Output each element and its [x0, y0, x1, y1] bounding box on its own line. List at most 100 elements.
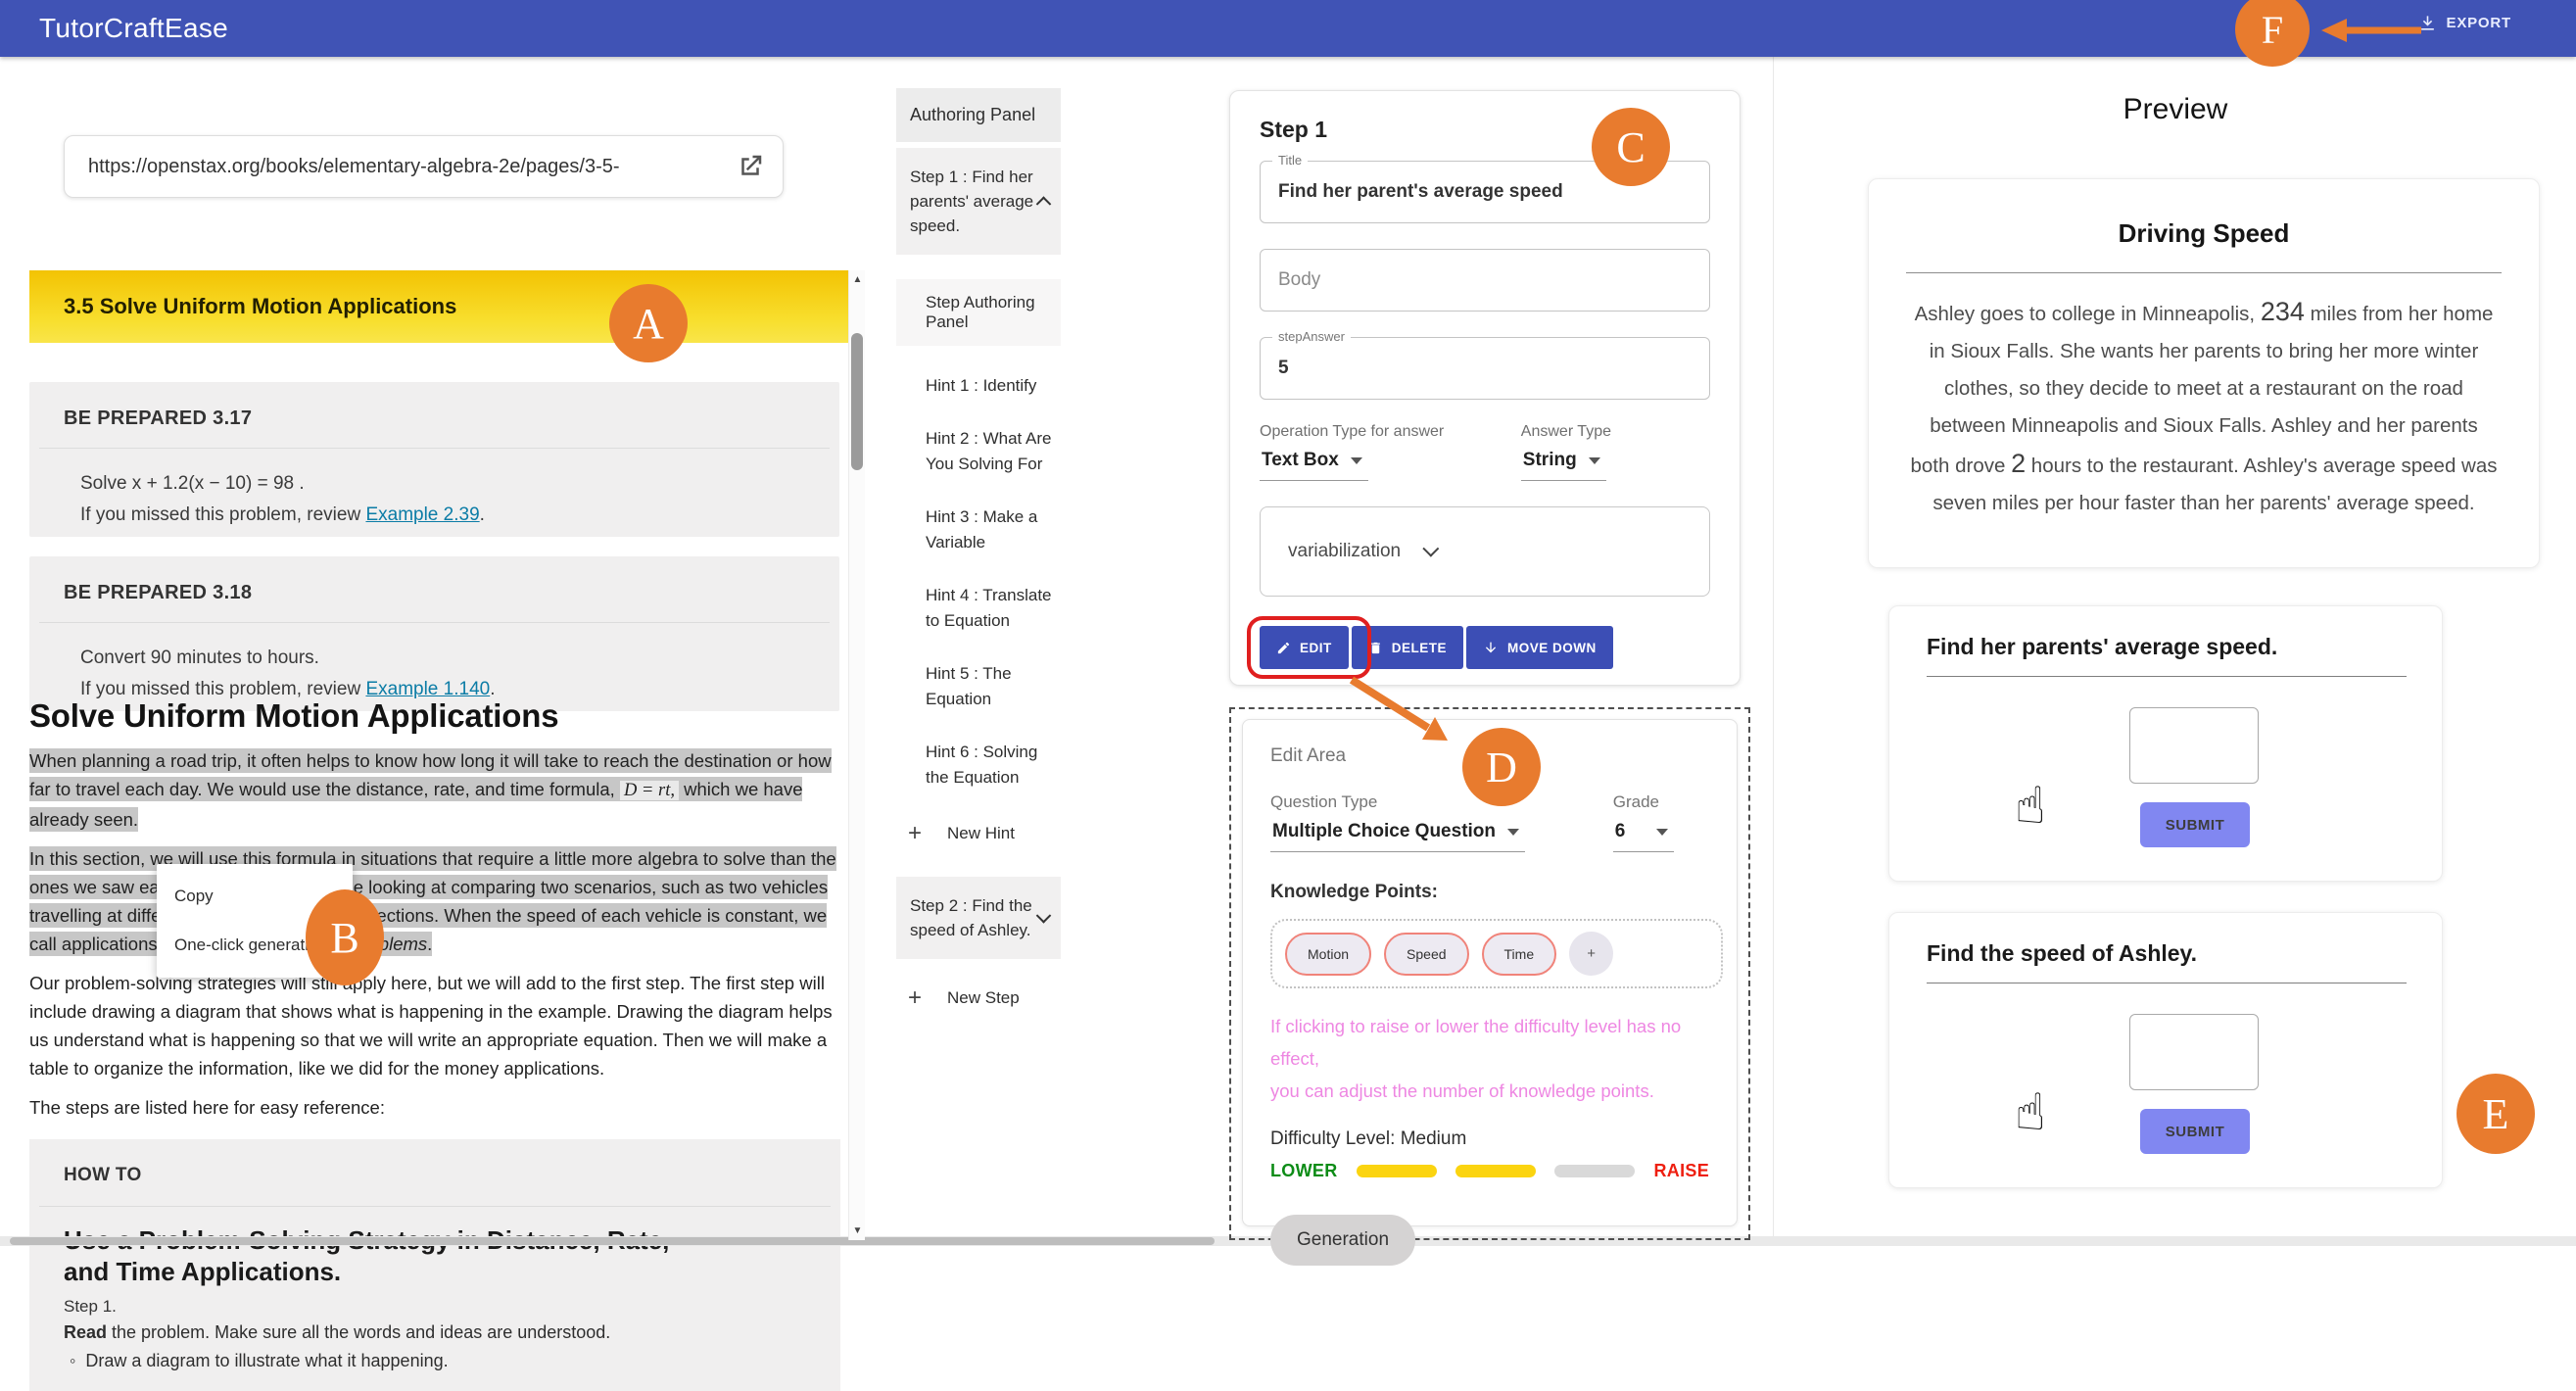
context-menu-one-click-generation[interactable]: One-click generation	[174, 935, 327, 954]
how-to-label: HOW TO	[64, 1165, 142, 1185]
operation-type-select[interactable]: Text Box	[1260, 450, 1368, 481]
preview-question-card-1: Find her parents' average speed. ☝ SUBMI…	[1888, 605, 2443, 882]
chevron-down-icon	[1422, 540, 1440, 557]
delete-button[interactable]: DELETE	[1351, 626, 1464, 669]
question-type-select[interactable]: Multiple Choice Question	[1270, 821, 1526, 852]
submit-button[interactable]: SUBMIT	[2140, 802, 2250, 847]
question-type-label: Question Type	[1270, 792, 1378, 811]
submit-button[interactable]: SUBMIT	[2140, 1109, 2250, 1154]
be-prepared-review-line: If you missed this problem, review Examp…	[80, 504, 485, 525]
difficulty-bar-3[interactable]	[1554, 1165, 1636, 1177]
preview-title: Preview	[2123, 93, 2228, 125]
app-header: TutorCraftEase EXPORT	[0, 0, 2576, 57]
answer-input[interactable]	[2129, 707, 2259, 784]
authoring-step-2[interactable]: Step 2 : Find the speed of Ashley.	[896, 877, 1061, 959]
answer-type-select[interactable]: String	[1520, 450, 1606, 481]
source-url: https://openstax.org/books/elementary-al…	[88, 155, 620, 177]
arrow-down-icon	[1483, 640, 1499, 655]
step-answer-label: stepAnswer	[1272, 329, 1351, 344]
difficulty-note: If clicking to raise or lower the diffic…	[1270, 1016, 1682, 1101]
new-step-button[interactable]: + New Step	[908, 984, 1020, 1011]
body-field[interactable]: Body	[1260, 249, 1710, 312]
export-button[interactable]: EXPORT	[2418, 14, 2511, 32]
hours-number: 2	[2011, 449, 2027, 478]
move-down-button[interactable]: MOVE DOWN	[1466, 626, 1613, 669]
grade-label: Grade	[1612, 792, 1659, 811]
divider	[1927, 676, 2407, 677]
miles-number: 234	[2260, 297, 2305, 326]
problem-text: Ashley goes to college in Minneapolis, 2…	[1910, 297, 2498, 514]
title-field[interactable]: Title Find her parent's average speed	[1260, 153, 1710, 223]
section-title: 3.5 Solve Uniform Motion Applications	[64, 294, 457, 318]
horizontal-scrollbar-thumb[interactable]	[10, 1237, 1215, 1245]
divider	[39, 622, 830, 623]
answer-input[interactable]	[2129, 1014, 2259, 1090]
scrollbar-thumb[interactable]	[851, 333, 863, 470]
answer-type-label: Answer Type	[1520, 423, 1611, 440]
step-editor-title: Step 1	[1260, 117, 1328, 142]
be-prepared-title: BE PREPARED 3.18	[64, 582, 253, 603]
hint-item-4[interactable]: Hint 4 : Translate to Equation	[926, 586, 1052, 630]
title-field-label: Title	[1272, 153, 1309, 168]
hint-item-6[interactable]: Hint 6 : Solving the Equation	[926, 743, 1038, 787]
title-field-value: Find her parent's average speed	[1278, 181, 1563, 202]
annotation-arrow-d	[1349, 676, 1448, 741]
example-link[interactable]: Example 1.140	[365, 679, 491, 699]
generation-button[interactable]: Generation	[1270, 1215, 1416, 1266]
book-paragraph-3: Our problem-solving strategies will stil…	[29, 973, 833, 1079]
book-paragraph-4: The steps are listed here for easy refer…	[29, 1097, 385, 1118]
step-authoring-panel-item[interactable]: Step Authoring Panel	[896, 279, 1061, 346]
hint-item-1[interactable]: Hint 1 : Identify	[926, 376, 1037, 395]
caret-down-icon	[1588, 456, 1600, 464]
annotation-d: D	[1462, 728, 1541, 806]
knowledge-point-chip[interactable]: Motion	[1285, 932, 1372, 976]
chevron-down-icon	[1035, 908, 1052, 924]
annotation-e: E	[2457, 1074, 2535, 1154]
hint-item-2[interactable]: Hint 2 : What Are You Solving For	[926, 429, 1052, 473]
annotation-f: F	[2235, 0, 2310, 67]
annotation-arrow-f	[2321, 19, 2421, 42]
external-link-icon[interactable]	[736, 152, 765, 181]
authoring-step-1[interactable]: Step 1 : Find her parents' average speed…	[896, 148, 1061, 255]
preview-question-card-2: Find the speed of Ashley. ☝ SUBMIT	[1888, 912, 2443, 1188]
body-field-placeholder: Body	[1278, 269, 1321, 290]
step-answer-field[interactable]: stepAnswer 5	[1260, 329, 1710, 400]
difficulty-bar-1[interactable]	[1356, 1165, 1437, 1177]
be-prepared-review-line: If you missed this problem, review Examp…	[80, 679, 496, 699]
step-answer-value: 5	[1278, 358, 1289, 378]
knowledge-point-chip[interactable]: Speed	[1384, 932, 1469, 976]
scroll-down-icon[interactable]: ▼	[852, 1225, 863, 1236]
example-link[interactable]: Example 2.39	[365, 504, 480, 525]
difficulty-bar-2[interactable]	[1455, 1165, 1537, 1177]
how-to-title: Use a Problem-Solving Strategy in Distan…	[64, 1225, 669, 1286]
be-prepared-problem: Convert 90 minutes to hours.	[80, 648, 319, 668]
variabilization-dropdown[interactable]: variabilization	[1260, 506, 1710, 597]
context-menu-copy[interactable]: Copy	[174, 887, 214, 905]
knowledge-point-chip[interactable]: Time	[1481, 932, 1557, 976]
plus-icon: +	[908, 984, 923, 1011]
how-to-step-label: Step 1.	[64, 1297, 117, 1316]
preview-divider	[1773, 57, 1774, 1246]
question-title: Find her parents' average speed.	[1927, 634, 2278, 659]
raise-button[interactable]: RAISE	[1653, 1161, 1709, 1180]
edit-button[interactable]: EDIT	[1260, 626, 1349, 669]
scroll-up-icon[interactable]: ▲	[852, 274, 863, 285]
step-editor-card: Step 1 Title Find her parent's average s…	[1229, 90, 1741, 686]
add-knowledge-point-button[interactable]: +	[1569, 932, 1614, 976]
source-url-bar[interactable]: https://openstax.org/books/elementary-al…	[64, 135, 784, 198]
new-hint-button[interactable]: + New Hint	[908, 820, 1015, 846]
hint-item-5[interactable]: Hint 5 : The Equation	[926, 664, 1012, 708]
pencil-icon	[1276, 641, 1291, 655]
edit-area-title: Edit Area	[1270, 745, 1347, 766]
pointing-hand-icon: ☝	[2015, 777, 2046, 836]
lower-button[interactable]: LOWER	[1270, 1161, 1338, 1180]
authoring-panel: Authoring Panel Step 1 : Find her parent…	[896, 88, 1061, 1012]
be-prepared-box-2: BE PREPARED 3.18 Convert 90 minutes to h…	[29, 556, 839, 711]
hint-item-3[interactable]: Hint 3 : Make a Variable	[926, 507, 1038, 552]
section-title-banner: 3.5 Solve Uniform Motion Applications	[29, 270, 850, 343]
annotation-b: B	[306, 889, 384, 985]
book-paragraph-1: When planning a road trip, it often help…	[29, 748, 832, 832]
left-panel-scrollbar[interactable]: ▲ ▼	[848, 270, 865, 1240]
difficulty-level-label: Difficulty Level: Medium	[1270, 1128, 1467, 1149]
grade-select[interactable]: 6	[1612, 821, 1674, 852]
